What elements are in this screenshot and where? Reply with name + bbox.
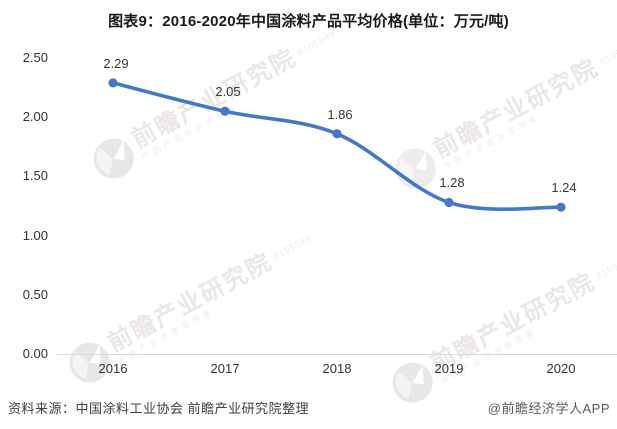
data-point-marker — [332, 129, 342, 139]
x-tick-label: 2019 — [434, 361, 464, 376]
page-title: 图表9：2016-2020年中国涂料产品平均价格(单位：万元/吨) — [108, 13, 509, 30]
y-tick-label: 1.50 — [22, 168, 48, 184]
data-point-label: 2.05 — [215, 84, 241, 100]
data-point-marker — [220, 106, 230, 116]
data-point-label: 1.86 — [327, 106, 353, 122]
credit-note: @前瞻经济学人APP — [487, 401, 610, 416]
data-point-marker — [108, 78, 118, 88]
y-tick-label: 0.00 — [22, 346, 48, 361]
x-tick-label: 2018 — [322, 361, 352, 376]
y-tick-label: 0.50 — [22, 286, 48, 302]
data-point-label: 1.28 — [439, 175, 465, 191]
series-line — [111, 81, 563, 211]
data-source-note: 资料来源：中国涂料工业协会 前瞻产业研究院整理 — [8, 401, 310, 416]
x-tick-label: 2017 — [210, 361, 240, 376]
data-point-marker — [444, 197, 454, 208]
x-tick-label: 2020 — [546, 361, 576, 376]
data-point-label: 1.24 — [551, 180, 577, 196]
data-point-label: 2.29 — [103, 55, 129, 71]
y-tick-label: 1.00 — [22, 227, 48, 243]
y-tick-label: 2.50 — [22, 50, 48, 65]
y-tick-label: 2.00 — [22, 109, 48, 125]
x-tick-label: 2016 — [98, 361, 128, 376]
data-point-marker — [556, 202, 566, 212]
